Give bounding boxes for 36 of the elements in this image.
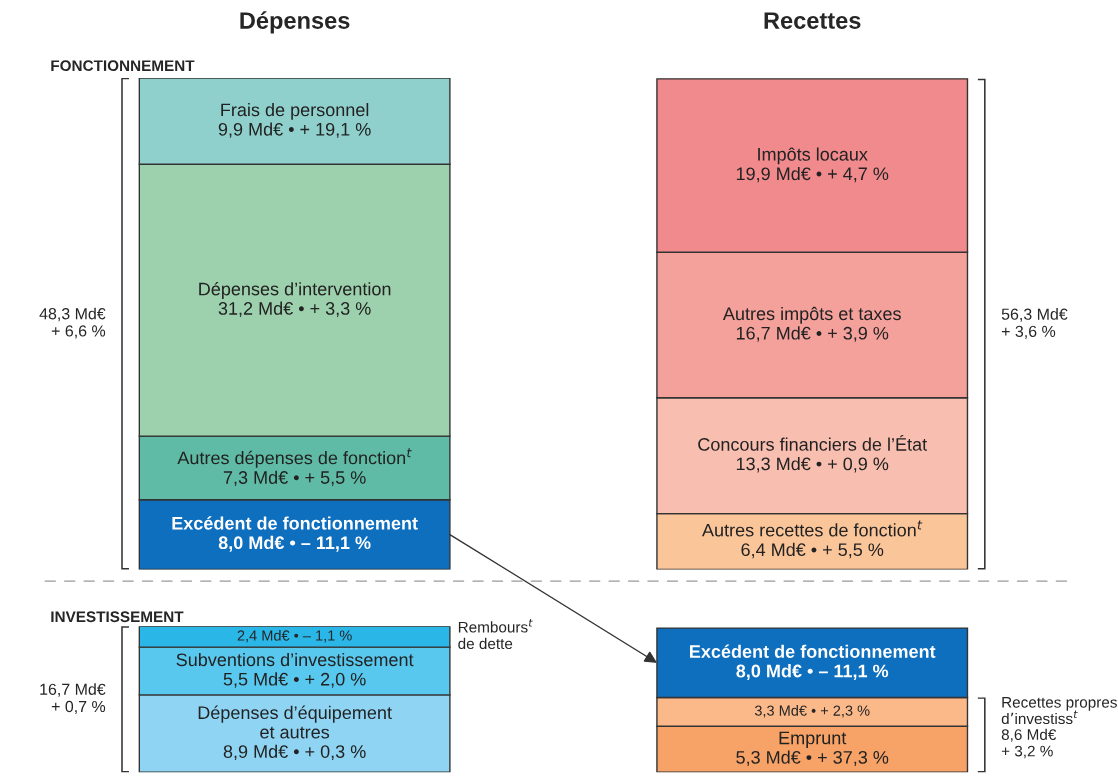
data-label: 8,0 Md€ • – 11,1 % (736, 664, 889, 680)
series-label: Impôts locaux (758, 147, 868, 165)
series-label: Autres dépenses de fonction$^{t}$ (177, 448, 412, 468)
data-label: 9,9 Md€ • + 19,1 % (218, 122, 371, 138)
series-label: Subventions d’investissement (176, 652, 414, 667)
series-label: Autres impôts et taxes (722, 306, 901, 324)
data-label: 8,9 Md€ • + 0,3 % (223, 744, 366, 761)
series-label: Dépenses d’équipement et autres (198, 705, 392, 739)
data-label: 31,2 Md€ • + 3,3 % (218, 301, 371, 317)
data-label: 5,5 Md€ • + 2,0 % (223, 672, 366, 688)
data-label: 16,7 Md€ • + 3,9 % (736, 326, 889, 342)
series-label: Concours financiers de l’État (698, 434, 927, 451)
annotation: 16,7 Md€ + 0,7 % (40, 683, 106, 715)
data-label: 3,3 Md€ • + 2,3 % (754, 705, 870, 718)
data-label: 7,3 Md€ • + 5,5 % (223, 470, 366, 487)
x-tick-label: Recettes (764, 12, 861, 29)
text: Rembours$^{t}$ de dette (458, 619, 533, 650)
series-label: Emprunt (779, 731, 847, 748)
chart-title: FONCTIONNEMENT (51, 60, 195, 72)
annotation: 56,3 Md€ + 3,6 % (1001, 308, 1068, 339)
data-label: 5,3 Md€ • + 37,3 % (736, 750, 889, 766)
data-label: 8,0 Md€ • – 11,1 % (218, 535, 371, 552)
series-label: Autres recettes de fonction$^{t}$ (702, 520, 923, 537)
data-label: 6,4 Md€ • + 5,5 % (741, 542, 884, 559)
data-label: 2,4 Md€ • – 1,1 % (237, 629, 352, 643)
annotation: 8,6 Md€ + 3,2 % (1001, 728, 1057, 759)
text: Recettes propres d’investiss$^{t}$ (1001, 697, 1117, 725)
series-label: Excédent de fonctionnement (172, 516, 418, 530)
x-tick-label: Dépenses (240, 11, 350, 34)
series-label: Dépenses d’intervention (199, 281, 391, 299)
data-label: 13,3 Md€ • + 0,9 % (736, 457, 889, 473)
annotation: 48,3 Md€ + 6,6 % (39, 307, 106, 339)
data-label: 19,9 Md€ • + 4,7 % (736, 166, 889, 183)
series-label: Excédent de fonctionnement (690, 644, 936, 658)
chart-title: INVESTISSEMENT (51, 611, 184, 623)
series-label: Frais de personnel (221, 102, 369, 120)
